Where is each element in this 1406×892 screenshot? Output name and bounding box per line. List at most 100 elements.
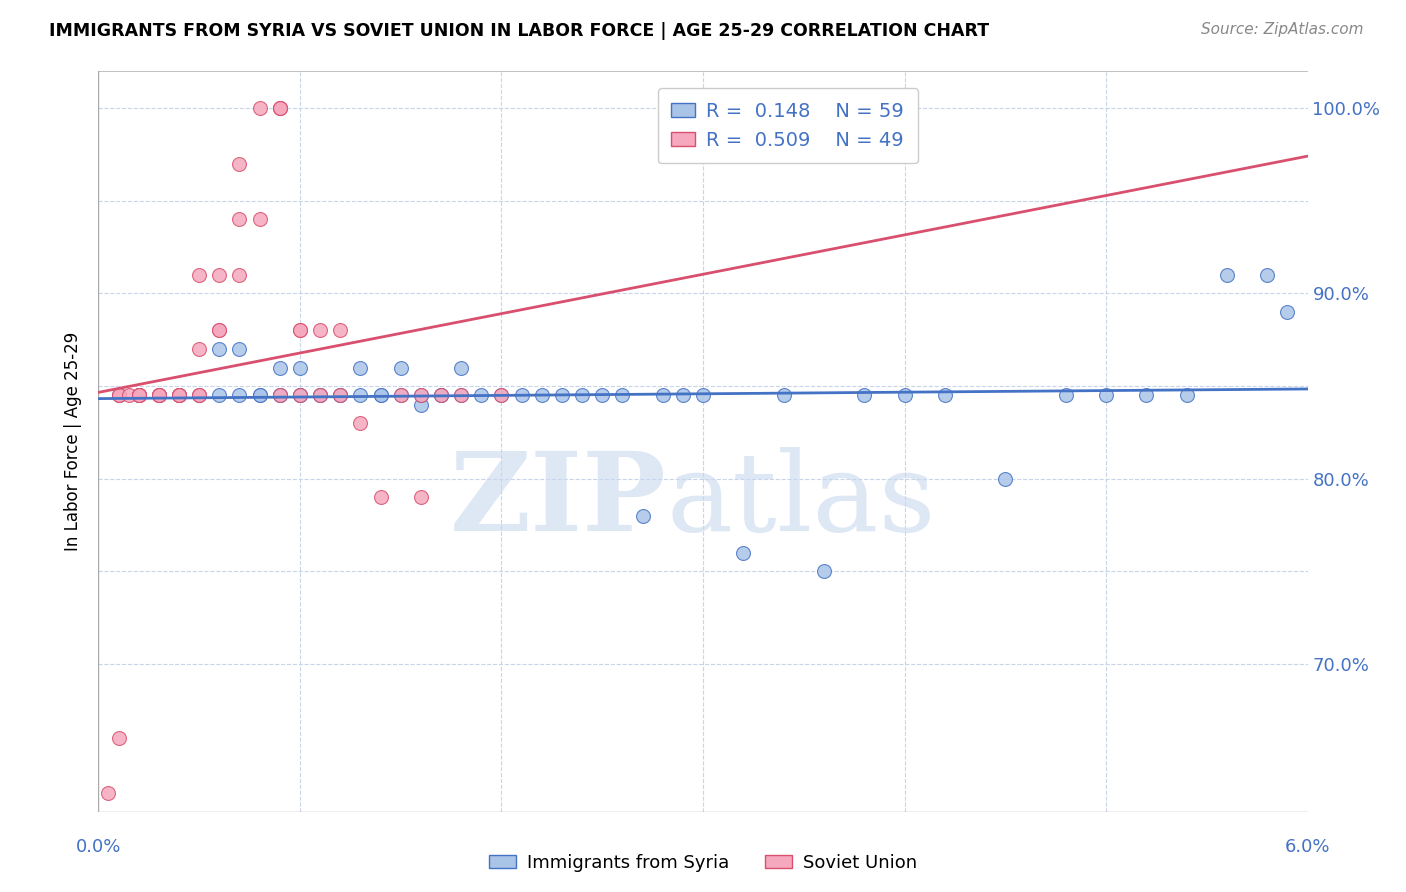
Point [309, 388, 332, 402]
Point [491, 388, 513, 402]
Point [148, 388, 170, 402]
Point [269, 388, 291, 402]
Point [651, 388, 673, 402]
Point [1054, 388, 1077, 402]
Text: atlas: atlas [666, 447, 936, 554]
Point [128, 388, 150, 402]
Y-axis label: In Labor Force | Age 25-29: In Labor Force | Age 25-29 [65, 332, 83, 551]
Point [208, 388, 231, 402]
Point [269, 388, 291, 402]
Point [188, 388, 211, 402]
Point [188, 268, 211, 282]
Point [269, 101, 291, 115]
Point [772, 388, 794, 402]
Point [107, 388, 129, 402]
Point [228, 268, 250, 282]
Point [389, 360, 412, 375]
Point [167, 388, 190, 402]
Point [228, 388, 250, 402]
Point [118, 388, 141, 402]
Point [349, 416, 371, 430]
Point [1256, 268, 1278, 282]
Point [409, 388, 432, 402]
Point [188, 388, 211, 402]
Point [128, 388, 150, 402]
Point [409, 388, 432, 402]
Point [612, 388, 634, 402]
Point [329, 323, 352, 337]
Point [631, 508, 654, 523]
Point [329, 388, 352, 402]
Point [450, 388, 472, 402]
Point [1175, 388, 1198, 402]
Point [470, 388, 492, 402]
Point [893, 388, 915, 402]
Point [167, 388, 190, 402]
Point [167, 388, 190, 402]
Point [228, 157, 250, 171]
Point [551, 388, 574, 402]
Point [530, 388, 553, 402]
Point [571, 388, 593, 402]
Point [329, 388, 352, 402]
Point [370, 388, 392, 402]
Point [249, 388, 271, 402]
Point [389, 388, 412, 402]
Point [813, 564, 835, 578]
Point [692, 388, 714, 402]
Point [288, 360, 311, 375]
Point [188, 388, 211, 402]
Point [269, 360, 291, 375]
Text: Source: ZipAtlas.com: Source: ZipAtlas.com [1201, 22, 1364, 37]
Point [288, 388, 311, 402]
Point [208, 323, 231, 337]
Point [450, 388, 472, 402]
Point [208, 323, 231, 337]
Point [269, 101, 291, 115]
Legend: R =  0.148    N = 59, R =  0.509    N = 49: R = 0.148 N = 59, R = 0.509 N = 49 [658, 88, 918, 163]
Point [148, 388, 170, 402]
Point [208, 268, 231, 282]
Point [107, 731, 129, 745]
Point [450, 360, 472, 375]
Point [409, 490, 432, 504]
Point [510, 388, 533, 402]
Point [188, 342, 211, 356]
Point [329, 388, 352, 402]
Point [349, 388, 371, 402]
Point [128, 388, 150, 402]
Point [148, 388, 170, 402]
Point [370, 490, 392, 504]
Point [733, 545, 755, 559]
Point [370, 388, 392, 402]
Point [288, 323, 311, 337]
Point [288, 323, 311, 337]
Point [672, 388, 695, 402]
Point [128, 388, 150, 402]
Point [249, 212, 271, 227]
Point [1216, 268, 1239, 282]
Point [309, 388, 332, 402]
Point [107, 388, 129, 402]
Point [389, 388, 412, 402]
Point [430, 388, 453, 402]
Point [309, 323, 332, 337]
Point [409, 397, 432, 411]
Point [1277, 305, 1299, 319]
Point [269, 101, 291, 115]
Point [208, 342, 231, 356]
Point [853, 388, 876, 402]
Point [228, 342, 250, 356]
Text: 0.0%: 0.0% [76, 838, 121, 855]
Text: IMMIGRANTS FROM SYRIA VS SOVIET UNION IN LABOR FORCE | AGE 25-29 CORRELATION CHA: IMMIGRANTS FROM SYRIA VS SOVIET UNION IN… [49, 22, 990, 40]
Point [107, 388, 129, 402]
Point [430, 388, 453, 402]
Point [167, 388, 190, 402]
Legend: Immigrants from Syria, Soviet Union: Immigrants from Syria, Soviet Union [482, 847, 924, 880]
Text: 6.0%: 6.0% [1285, 838, 1330, 855]
Point [288, 388, 311, 402]
Point [1135, 388, 1157, 402]
Point [128, 388, 150, 402]
Point [148, 388, 170, 402]
Point [148, 388, 170, 402]
